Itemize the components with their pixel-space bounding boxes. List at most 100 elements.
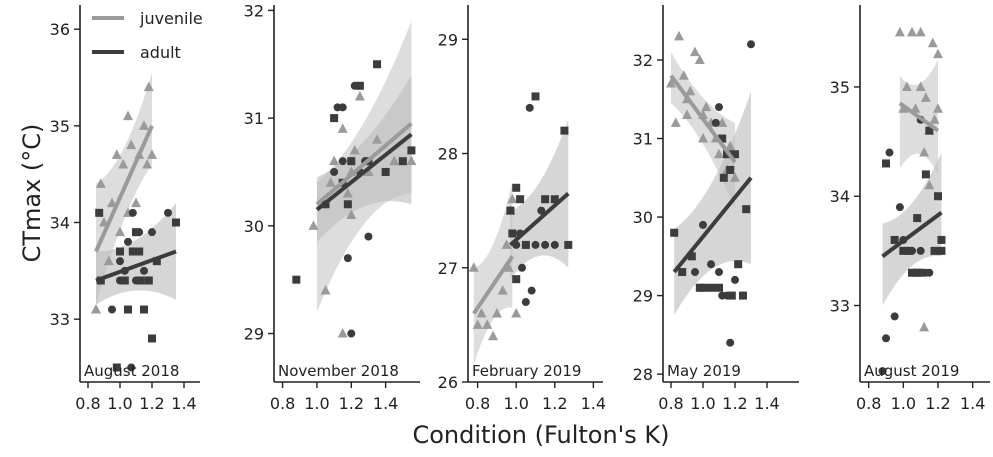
data-point-square xyxy=(890,235,899,244)
data-point-triangle xyxy=(666,78,676,88)
data-point-circle xyxy=(541,240,550,249)
data-point-triangle xyxy=(468,262,479,272)
y-tick-label: 28 xyxy=(438,145,458,164)
data-point-circle xyxy=(343,254,352,263)
data-point-triangle xyxy=(123,110,133,121)
data-point-circle xyxy=(715,268,723,277)
data-point-circle xyxy=(338,103,347,112)
data-point-circle xyxy=(711,118,720,127)
x-axis-title: Condition (Fulton's K) xyxy=(412,421,669,449)
data-point-square xyxy=(531,92,540,101)
data-point-triangle xyxy=(933,48,943,59)
data-point-square xyxy=(120,276,129,285)
data-point-square xyxy=(140,305,148,314)
y-tick-label: 34 xyxy=(50,214,70,233)
fit-line-juvenile xyxy=(898,101,940,133)
legend-label-juvenile: juvenile xyxy=(139,9,203,28)
data-point-triangle xyxy=(915,26,926,37)
y-tick-label: 28 xyxy=(633,365,653,384)
data-point-triangle xyxy=(507,193,518,204)
data-point-square xyxy=(292,275,301,284)
y-tick-label: 29 xyxy=(633,287,653,306)
fit-line-adult xyxy=(315,132,413,212)
x-tick-label: 1.4 xyxy=(581,394,606,413)
data-point-triangle xyxy=(511,307,522,318)
data-point-square xyxy=(742,205,751,214)
data-point-triangle xyxy=(929,114,940,124)
data-point-triangle xyxy=(901,81,912,91)
data-point-square xyxy=(132,228,140,237)
data-point-square xyxy=(727,291,736,300)
x-tick-label: 1.2 xyxy=(542,394,567,413)
data-point-circle xyxy=(128,208,137,217)
data-point-square xyxy=(937,246,946,255)
data-point-square xyxy=(128,247,137,256)
data-point-triangle xyxy=(725,140,736,151)
data-point-square xyxy=(904,246,913,255)
data-point-circle xyxy=(525,103,534,112)
data-point-square xyxy=(550,195,559,204)
data-point-circle xyxy=(885,148,894,157)
data-point-circle xyxy=(108,305,116,314)
data-point-circle xyxy=(691,268,699,277)
panel-label: November 2018 xyxy=(278,362,399,380)
data-point-square xyxy=(124,305,132,314)
data-point-triangle xyxy=(406,155,417,166)
data-point-circle xyxy=(726,338,735,347)
data-point-circle xyxy=(330,167,339,176)
x-tick-label: 1.2 xyxy=(925,394,950,413)
data-point-triangle xyxy=(920,92,931,102)
y-tick-label: 33 xyxy=(830,297,850,316)
data-point-circle xyxy=(364,232,373,241)
panel-label: February 2019 xyxy=(472,362,581,380)
data-point-triangle xyxy=(670,117,681,127)
data-point-square xyxy=(512,183,521,192)
data-point-square xyxy=(670,228,679,237)
x-tick-label: 1.0 xyxy=(503,394,528,413)
data-point-circle xyxy=(890,312,899,321)
x-tick-label: 0.8 xyxy=(270,394,295,413)
data-point-triangle xyxy=(714,148,724,159)
fit-line-juvenile xyxy=(94,125,154,253)
data-point-square xyxy=(512,275,521,284)
y-tick-label: 35 xyxy=(50,117,70,136)
panel-label: May 2019 xyxy=(667,362,741,380)
data-point-triangle xyxy=(354,91,365,101)
fit-line-adult xyxy=(509,192,570,247)
data-point-square xyxy=(508,229,517,238)
x-tick-label: 1.4 xyxy=(373,394,398,413)
data-point-triangle xyxy=(372,134,383,144)
data-point-triangle xyxy=(337,328,348,338)
data-point-square xyxy=(560,126,569,135)
data-point-triangle xyxy=(147,149,157,159)
data-point-square xyxy=(516,195,525,204)
data-point-square xyxy=(937,235,946,244)
data-point-square xyxy=(347,157,356,166)
data-point-square xyxy=(734,260,743,269)
data-point-square xyxy=(916,268,925,277)
data-point-square xyxy=(731,150,739,159)
x-tick-label: 1.0 xyxy=(690,394,715,413)
data-point-circle xyxy=(116,257,124,266)
y-tick-label: 31 xyxy=(244,109,264,128)
data-point-triangle xyxy=(131,197,141,208)
panel-4: 28 29 30 31 32 0.8 1.0 1.2 1.4 May 2019 xyxy=(633,5,799,413)
data-point-square xyxy=(330,114,339,123)
data-point-triangle xyxy=(342,188,353,198)
data-point-circle xyxy=(550,240,559,249)
data-point-circle xyxy=(707,260,715,269)
data-point-square xyxy=(112,363,121,372)
data-point-triangle xyxy=(682,109,692,119)
data-point-triangle xyxy=(118,159,129,169)
x-tick-label: 0.8 xyxy=(75,394,100,413)
data-point-circle xyxy=(731,275,739,284)
data-point-square xyxy=(699,283,707,292)
data-point-triangle xyxy=(142,159,153,169)
x-tick-label: 1.0 xyxy=(304,394,329,413)
data-point-triangle xyxy=(472,319,483,329)
data-point-triangle xyxy=(501,239,512,249)
data-point-square xyxy=(707,283,715,292)
x-tick-label: 1.0 xyxy=(107,394,132,413)
fit-line-adult xyxy=(881,211,943,258)
